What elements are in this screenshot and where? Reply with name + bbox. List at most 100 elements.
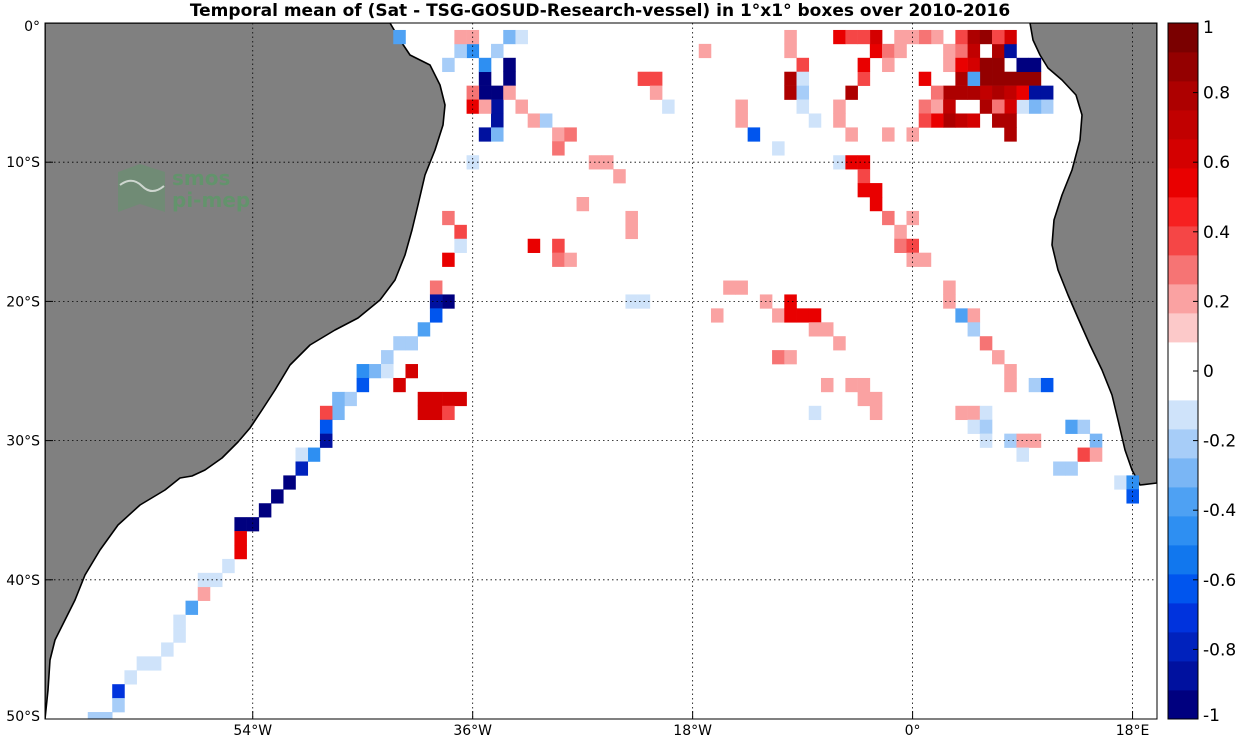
data-cell: [515, 99, 528, 114]
x-tick-label: 18°W: [673, 723, 712, 738]
data-cell: [894, 224, 907, 240]
data-cell: [784, 43, 797, 59]
data-cell: [393, 377, 406, 393]
y-tick-label: 50°S: [6, 709, 40, 725]
data-cell: [124, 670, 137, 685]
data-cell: [1040, 99, 1054, 114]
logo-text-line1: smos: [172, 166, 230, 190]
data-cell: [356, 364, 370, 379]
colorbar-segment: [1168, 371, 1198, 401]
data-cell: [918, 252, 932, 267]
colorbar-segment: [1168, 197, 1198, 227]
data-cell: [992, 57, 1005, 73]
x-tick-label: 0°: [905, 723, 921, 738]
data-cell: [1053, 461, 1066, 476]
data-cell: [979, 405, 993, 421]
data-cell: [271, 489, 284, 504]
data-cell: [1004, 127, 1017, 142]
data-cell: [466, 99, 480, 114]
data-cell: [1114, 475, 1127, 490]
data-cell: [527, 238, 541, 253]
colorbar-tick-label: 0.2: [1203, 292, 1230, 312]
data-cell: [955, 85, 968, 100]
data-cell: [295, 461, 309, 476]
data-cell: [955, 308, 968, 323]
data-cell: [503, 57, 516, 73]
data-cell: [1077, 419, 1091, 434]
data-cell: [882, 43, 895, 59]
data-cell: [979, 336, 993, 351]
data-cells: [87, 29, 1139, 719]
data-cell: [967, 57, 981, 73]
data-cell: [894, 238, 907, 253]
data-cell: [503, 29, 516, 45]
data-cell: [637, 71, 651, 86]
smos-pi-mep-logo: smos pi-mep: [118, 164, 250, 212]
data-cell: [979, 99, 993, 114]
y-tick-label: 20°S: [6, 294, 40, 310]
data-cell: [735, 99, 748, 114]
colorbar-tick-label: 0: [1203, 362, 1214, 382]
colorbar-tick-label: 1: [1203, 18, 1214, 38]
colorbar-segment: [1168, 284, 1198, 314]
data-cell: [906, 210, 920, 226]
data-cell: [784, 71, 797, 86]
data-cell: [356, 377, 370, 393]
data-cell: [930, 85, 944, 100]
data-cell: [503, 71, 516, 86]
data-cell: [943, 280, 956, 295]
data-cell: [429, 280, 443, 295]
data-cell: [564, 127, 577, 142]
data-cell: [1004, 71, 1017, 86]
data-cell: [967, 308, 981, 323]
graticule: [45, 23, 1157, 719]
colorbar-segment: [1168, 690, 1198, 720]
data-cell: [784, 294, 797, 309]
data-cell: [918, 29, 932, 45]
data-cell: [515, 29, 528, 45]
data-cell: [442, 252, 455, 267]
colorbar-segment: [1168, 400, 1198, 430]
data-cell: [601, 155, 614, 170]
data-cell: [307, 447, 321, 462]
data-cell: [943, 113, 956, 128]
x-tick-label: 18°E: [1116, 723, 1150, 738]
data-cell: [808, 405, 822, 421]
data-cell: [99, 712, 113, 719]
data-cell: [747, 127, 761, 142]
data-cell: [173, 614, 186, 629]
data-cell: [698, 43, 712, 59]
colorbar-ticks: 1 0.8 0.6 0.4 0.2 0 -0.2 -0.4 -0.6 -0.8 -1: [1193, 18, 1236, 726]
colorbar-tick-label: 0.8: [1203, 84, 1230, 104]
logo-wave-icon: [118, 164, 165, 212]
data-cell: [491, 113, 504, 128]
colorbar-segment: [1168, 574, 1198, 604]
data-cell: [955, 57, 968, 73]
colorbar-tick-label: -0.6: [1203, 571, 1236, 591]
data-cell: [735, 113, 748, 128]
data-cell: [258, 503, 272, 518]
data-cell: [979, 419, 993, 434]
data-cell: [417, 322, 431, 337]
data-cell: [344, 391, 357, 407]
data-cell: [649, 85, 663, 100]
data-cell: [967, 322, 981, 337]
data-cell: [527, 113, 541, 128]
data-cell: [197, 572, 211, 588]
colorbar-tick-label: -0.8: [1203, 640, 1236, 660]
data-cell: [405, 336, 418, 351]
data-cell: [857, 169, 871, 184]
colorbar-segment: [1168, 516, 1198, 546]
colorbar-tick-label: -1: [1203, 706, 1220, 726]
data-cell: [723, 280, 736, 295]
data-cell: [136, 656, 150, 671]
data-cell: [246, 517, 260, 532]
data-cell: [1028, 71, 1042, 86]
data-cell: [442, 391, 455, 407]
data-cell: [1028, 433, 1042, 448]
data-cell: [943, 99, 956, 114]
data-cell: [820, 377, 834, 393]
data-cell: [943, 294, 956, 309]
data-cell: [454, 391, 467, 407]
